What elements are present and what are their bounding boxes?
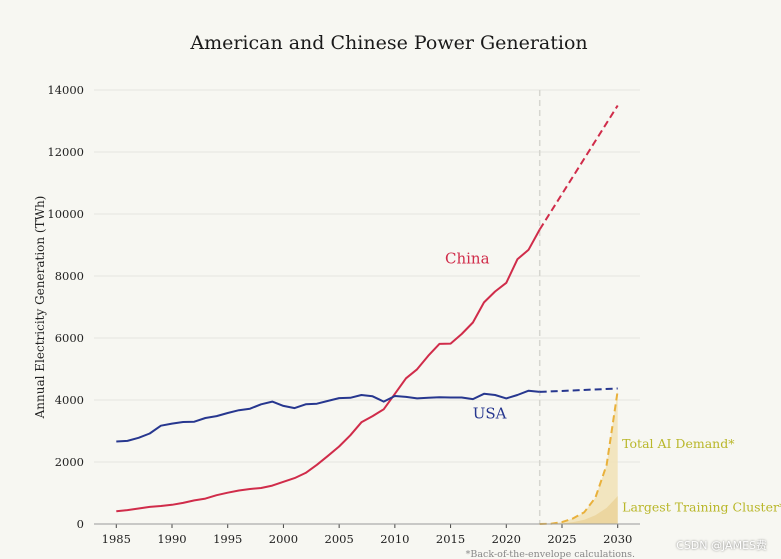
x-tick-label: 1990 <box>157 532 186 546</box>
annotation-layer: China USA Total AI Demand* Largest Training… <box>445 250 781 515</box>
area-total-ai-demand <box>539 390 618 524</box>
x-tick-label: 2005 <box>325 532 354 546</box>
series-line-total-ai-demand <box>539 390 619 525</box>
footnote: *Back-of-the-envelope calculations. <box>466 549 635 559</box>
chart-title: American and Chinese Power Generation <box>189 32 587 54</box>
y-tick-label: 2000 <box>55 455 84 469</box>
y-tick-label: 12000 <box>47 145 84 159</box>
area-layer <box>539 390 618 524</box>
area-largest-training-cluster <box>539 496 618 524</box>
axis-layer: 0 2000 4000 6000 8000 10000 12000 14000 1985 1990… <box>47 83 640 546</box>
x-tick-label: 2010 <box>380 532 409 546</box>
label-usa: USA <box>473 405 507 423</box>
watermark: CSDN @JAMES费 <box>676 539 767 552</box>
x-tick-label: 2015 <box>436 532 465 546</box>
series-line-usa-projection <box>539 387 618 393</box>
y-tick-label: 8000 <box>55 269 84 283</box>
y-tick-label: 0 <box>77 517 84 531</box>
label-total-ai-demand: Total AI Demand* <box>622 436 735 451</box>
x-tick-label: 2030 <box>603 532 632 546</box>
line-layer <box>116 104 619 525</box>
x-tick-label: 2020 <box>492 532 521 546</box>
x-tick-label: 1995 <box>213 532 242 546</box>
y-tick-label: 6000 <box>55 331 84 345</box>
series-line-china-projection <box>538 104 619 231</box>
y-tick-label: 10000 <box>47 207 84 221</box>
label-china: China <box>445 250 490 268</box>
y-tick-label: 14000 <box>47 83 84 97</box>
x-tick-label: 1985 <box>102 532 131 546</box>
label-largest-training-cluster: Largest Training Cluster* <box>622 500 781 515</box>
x-tick-label: 2000 <box>269 532 298 546</box>
y-axis-label: Annual Electricity Generation (TWh) <box>33 196 47 420</box>
x-tick-label: 2025 <box>547 532 576 546</box>
series-line-usa <box>116 389 540 443</box>
grid-layer <box>94 89 640 525</box>
y-tick-label: 4000 <box>55 393 84 407</box>
series-line-china <box>116 229 541 513</box>
